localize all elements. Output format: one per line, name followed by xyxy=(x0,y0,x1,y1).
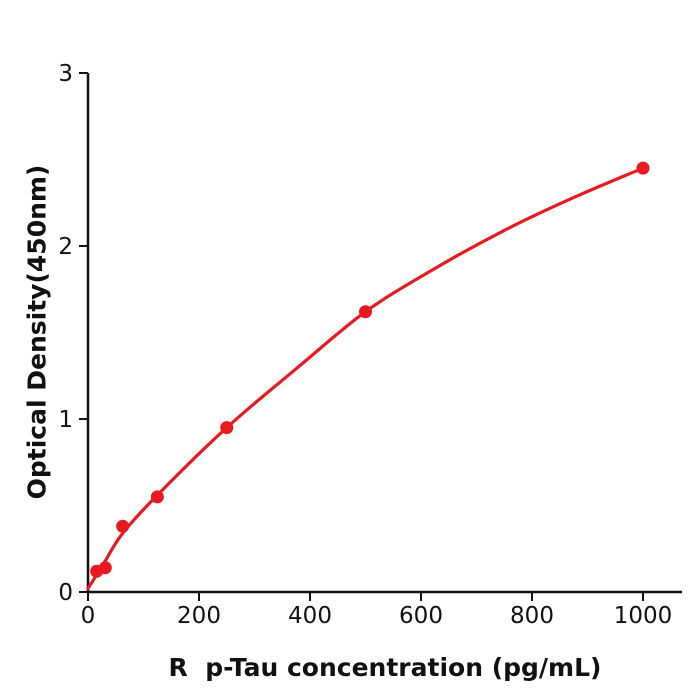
x-tick-label: 400 xyxy=(288,603,332,629)
y-tick-label: 1 xyxy=(58,407,73,433)
x-tick-label: 0 xyxy=(81,603,96,629)
x-axis-title: R p-Tau concentration (pg/mL) xyxy=(168,653,602,682)
x-tick-label: 600 xyxy=(399,603,443,629)
data-point xyxy=(220,421,234,435)
y-tick-label: 3 xyxy=(58,61,73,87)
fit-curve-line xyxy=(86,166,645,591)
x-tick-label: 200 xyxy=(177,603,221,629)
x-tick-label: 800 xyxy=(510,603,554,629)
data-point xyxy=(150,490,164,504)
y-tick-label: 2 xyxy=(58,234,73,260)
x-tick-label: 1000 xyxy=(614,603,673,629)
y-axis-title: Optical Density(450nm) xyxy=(22,164,52,500)
data-point xyxy=(359,305,372,319)
data-point xyxy=(98,561,112,575)
data-point xyxy=(116,519,130,533)
y-tick-label: 0 xyxy=(58,580,73,606)
data-point xyxy=(636,161,650,175)
